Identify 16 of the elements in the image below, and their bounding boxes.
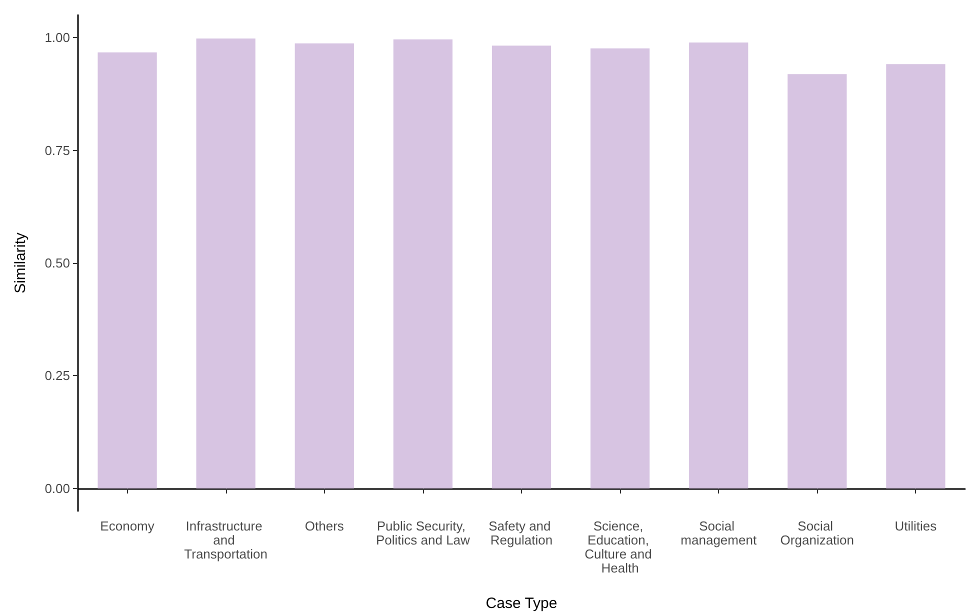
x-tick-label: Others: [304, 518, 344, 534]
y-axis-title: Similarity: [12, 232, 29, 294]
y-tick-label: 1.00: [44, 30, 70, 46]
x-tick-label: Social management: [680, 518, 757, 548]
x-axis-title: Case Type: [486, 595, 558, 612]
x-tick-label: Science, Education, Culture and Health: [584, 518, 656, 576]
y-tick-label: 0.25: [44, 368, 70, 384]
x-tick-label: Social Organization: [780, 518, 854, 548]
x-tick-label: Economy: [100, 518, 155, 534]
y-tick-label: 0.50: [44, 256, 70, 270]
x-tick-label: Public Security, Politics and Law: [376, 518, 471, 548]
x-tick-label: Safety and Regulation: [488, 518, 554, 548]
y-tick-label: 0.75: [44, 142, 70, 158]
x-tick-label: Utilities: [894, 518, 938, 534]
y-tick-label: 0.00: [44, 480, 70, 496]
x-tick-label: Infrastructure and Transportation: [184, 518, 268, 562]
